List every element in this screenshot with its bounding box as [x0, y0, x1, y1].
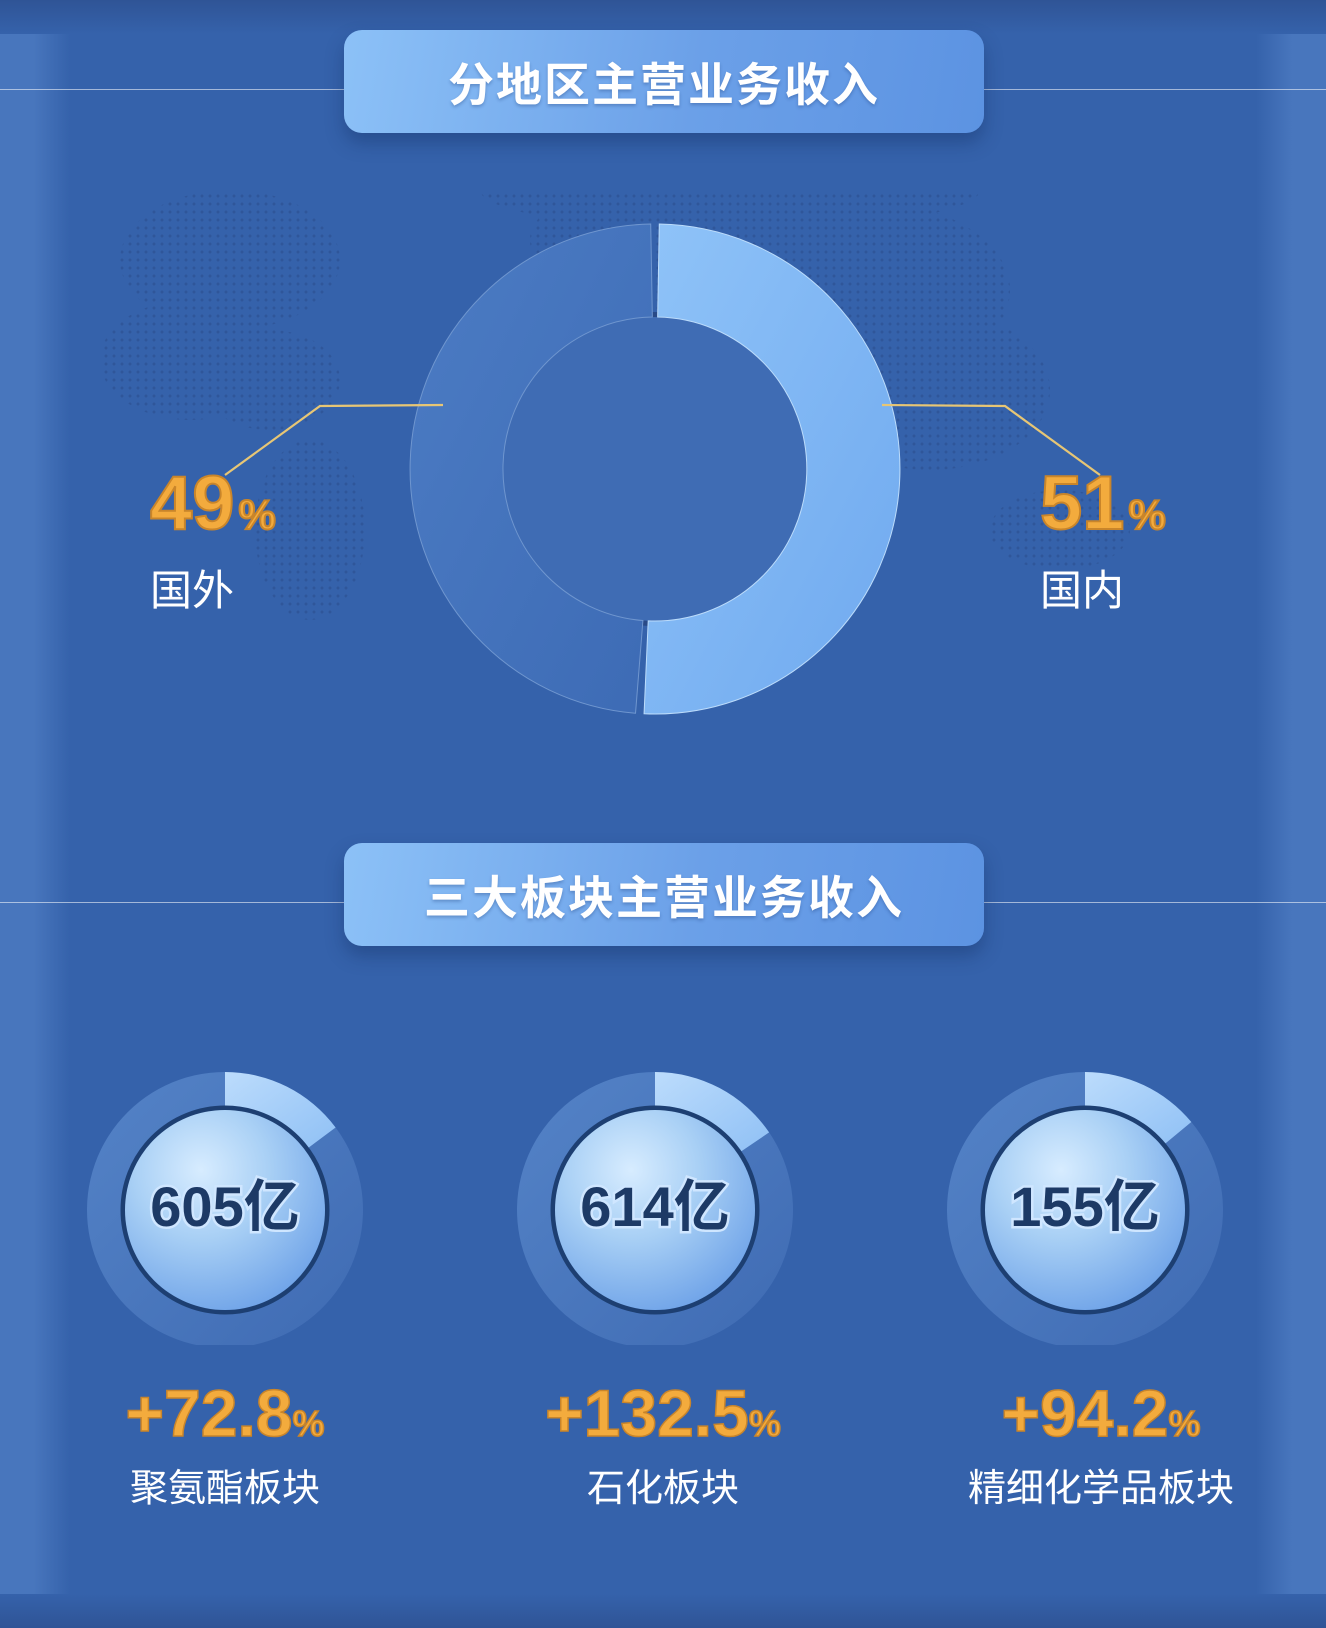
svg-text:605亿: 605亿 [150, 1175, 299, 1238]
svg-text:614亿: 614亿 [580, 1175, 729, 1238]
svg-text:155亿: 155亿 [1010, 1175, 1159, 1238]
